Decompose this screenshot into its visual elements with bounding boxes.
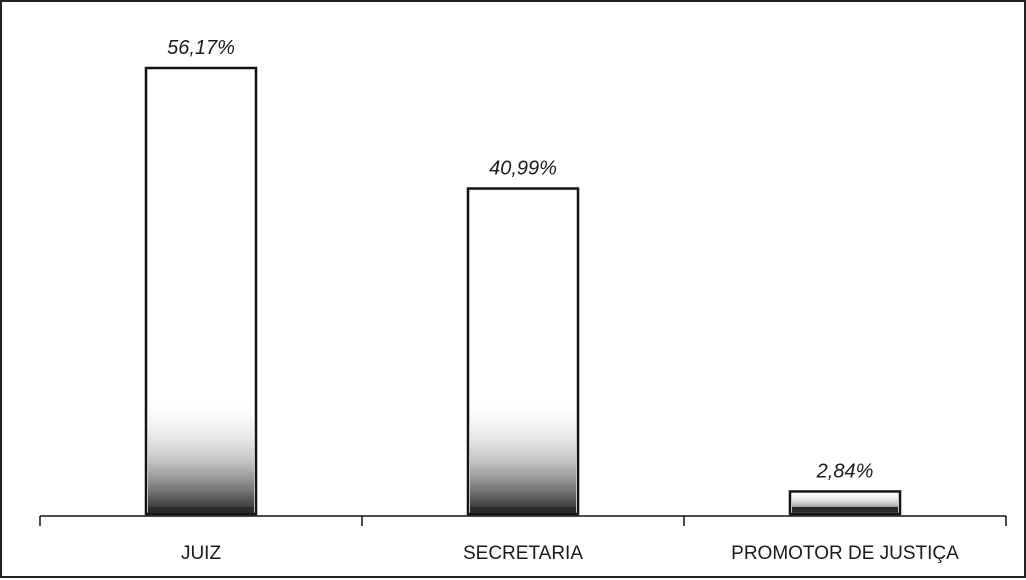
bar-texture-1 [470, 396, 576, 514]
bar-texture-0 [148, 396, 254, 514]
tick-label-2: PROMOTOR DE JUSTIÇA [731, 543, 959, 564]
x-axis [39, 515, 1007, 526]
bar-base-1 [470, 507, 576, 512]
bars-layer [144, 66, 902, 516]
tick-label-1: SECRETARIA [463, 543, 583, 564]
data-label-0: 56,17% [167, 37, 235, 59]
data-label-1: 40,99% [489, 158, 557, 180]
labels-layer: 56,17% JUIZ 40,99% SECRETARIA 2,84% PROMOTOR … [167, 37, 959, 564]
tick-label-0: JUIZ [181, 543, 222, 564]
data-label-2: 2,84% [816, 460, 874, 482]
bar-base-0 [148, 507, 254, 512]
bar-base-2 [792, 507, 898, 512]
